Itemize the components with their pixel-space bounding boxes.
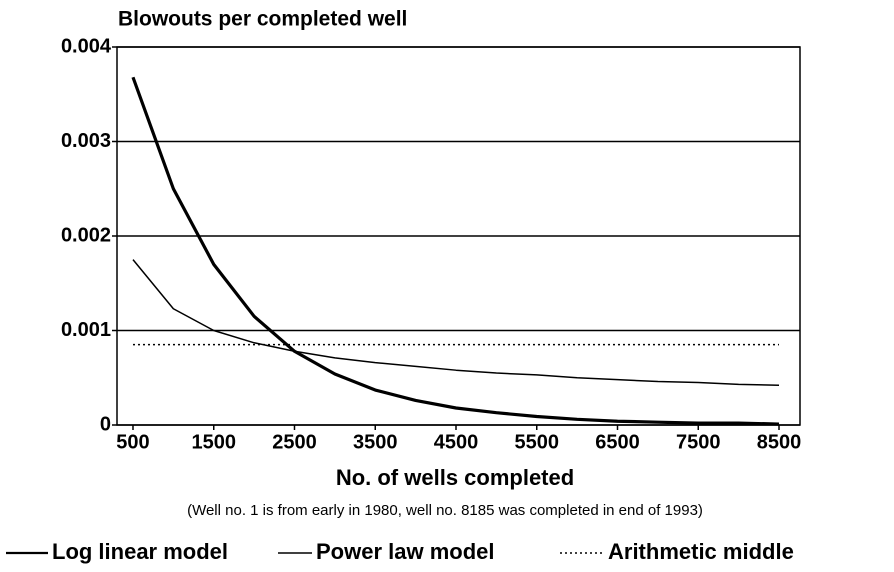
legend-label: Arithmetic middle	[608, 539, 794, 564]
y-tick-label: 0.004	[61, 35, 112, 57]
y-tick-label: 0.001	[61, 319, 111, 341]
legend-label: Log linear model	[52, 539, 228, 564]
x-tick-label: 8500	[757, 431, 802, 453]
series-line	[132, 259, 780, 387]
x-tick-label: 6500	[595, 431, 640, 453]
x-tick-label: 1500	[191, 431, 236, 453]
series-line	[131, 76, 780, 426]
y-tick-label: 0	[100, 413, 111, 435]
x-tick-label: 500	[116, 431, 149, 453]
chart-title: Blowouts per completed well	[118, 8, 407, 31]
annotation: (Well no. 1 is from early in 1980, well …	[187, 502, 703, 519]
x-tick-label: 7500	[676, 431, 721, 453]
x-axis-label: No. of wells completed	[336, 465, 574, 490]
y-tick-label: 0.002	[61, 224, 111, 246]
x-tick-label: 3500	[353, 431, 398, 453]
y-tick-label: 0.003	[61, 130, 111, 152]
x-tick-label: 4500	[434, 431, 479, 453]
x-tick-label: 5500	[514, 431, 559, 453]
legend-label: Power law model	[316, 539, 495, 564]
x-tick-label: 2500	[272, 431, 317, 453]
